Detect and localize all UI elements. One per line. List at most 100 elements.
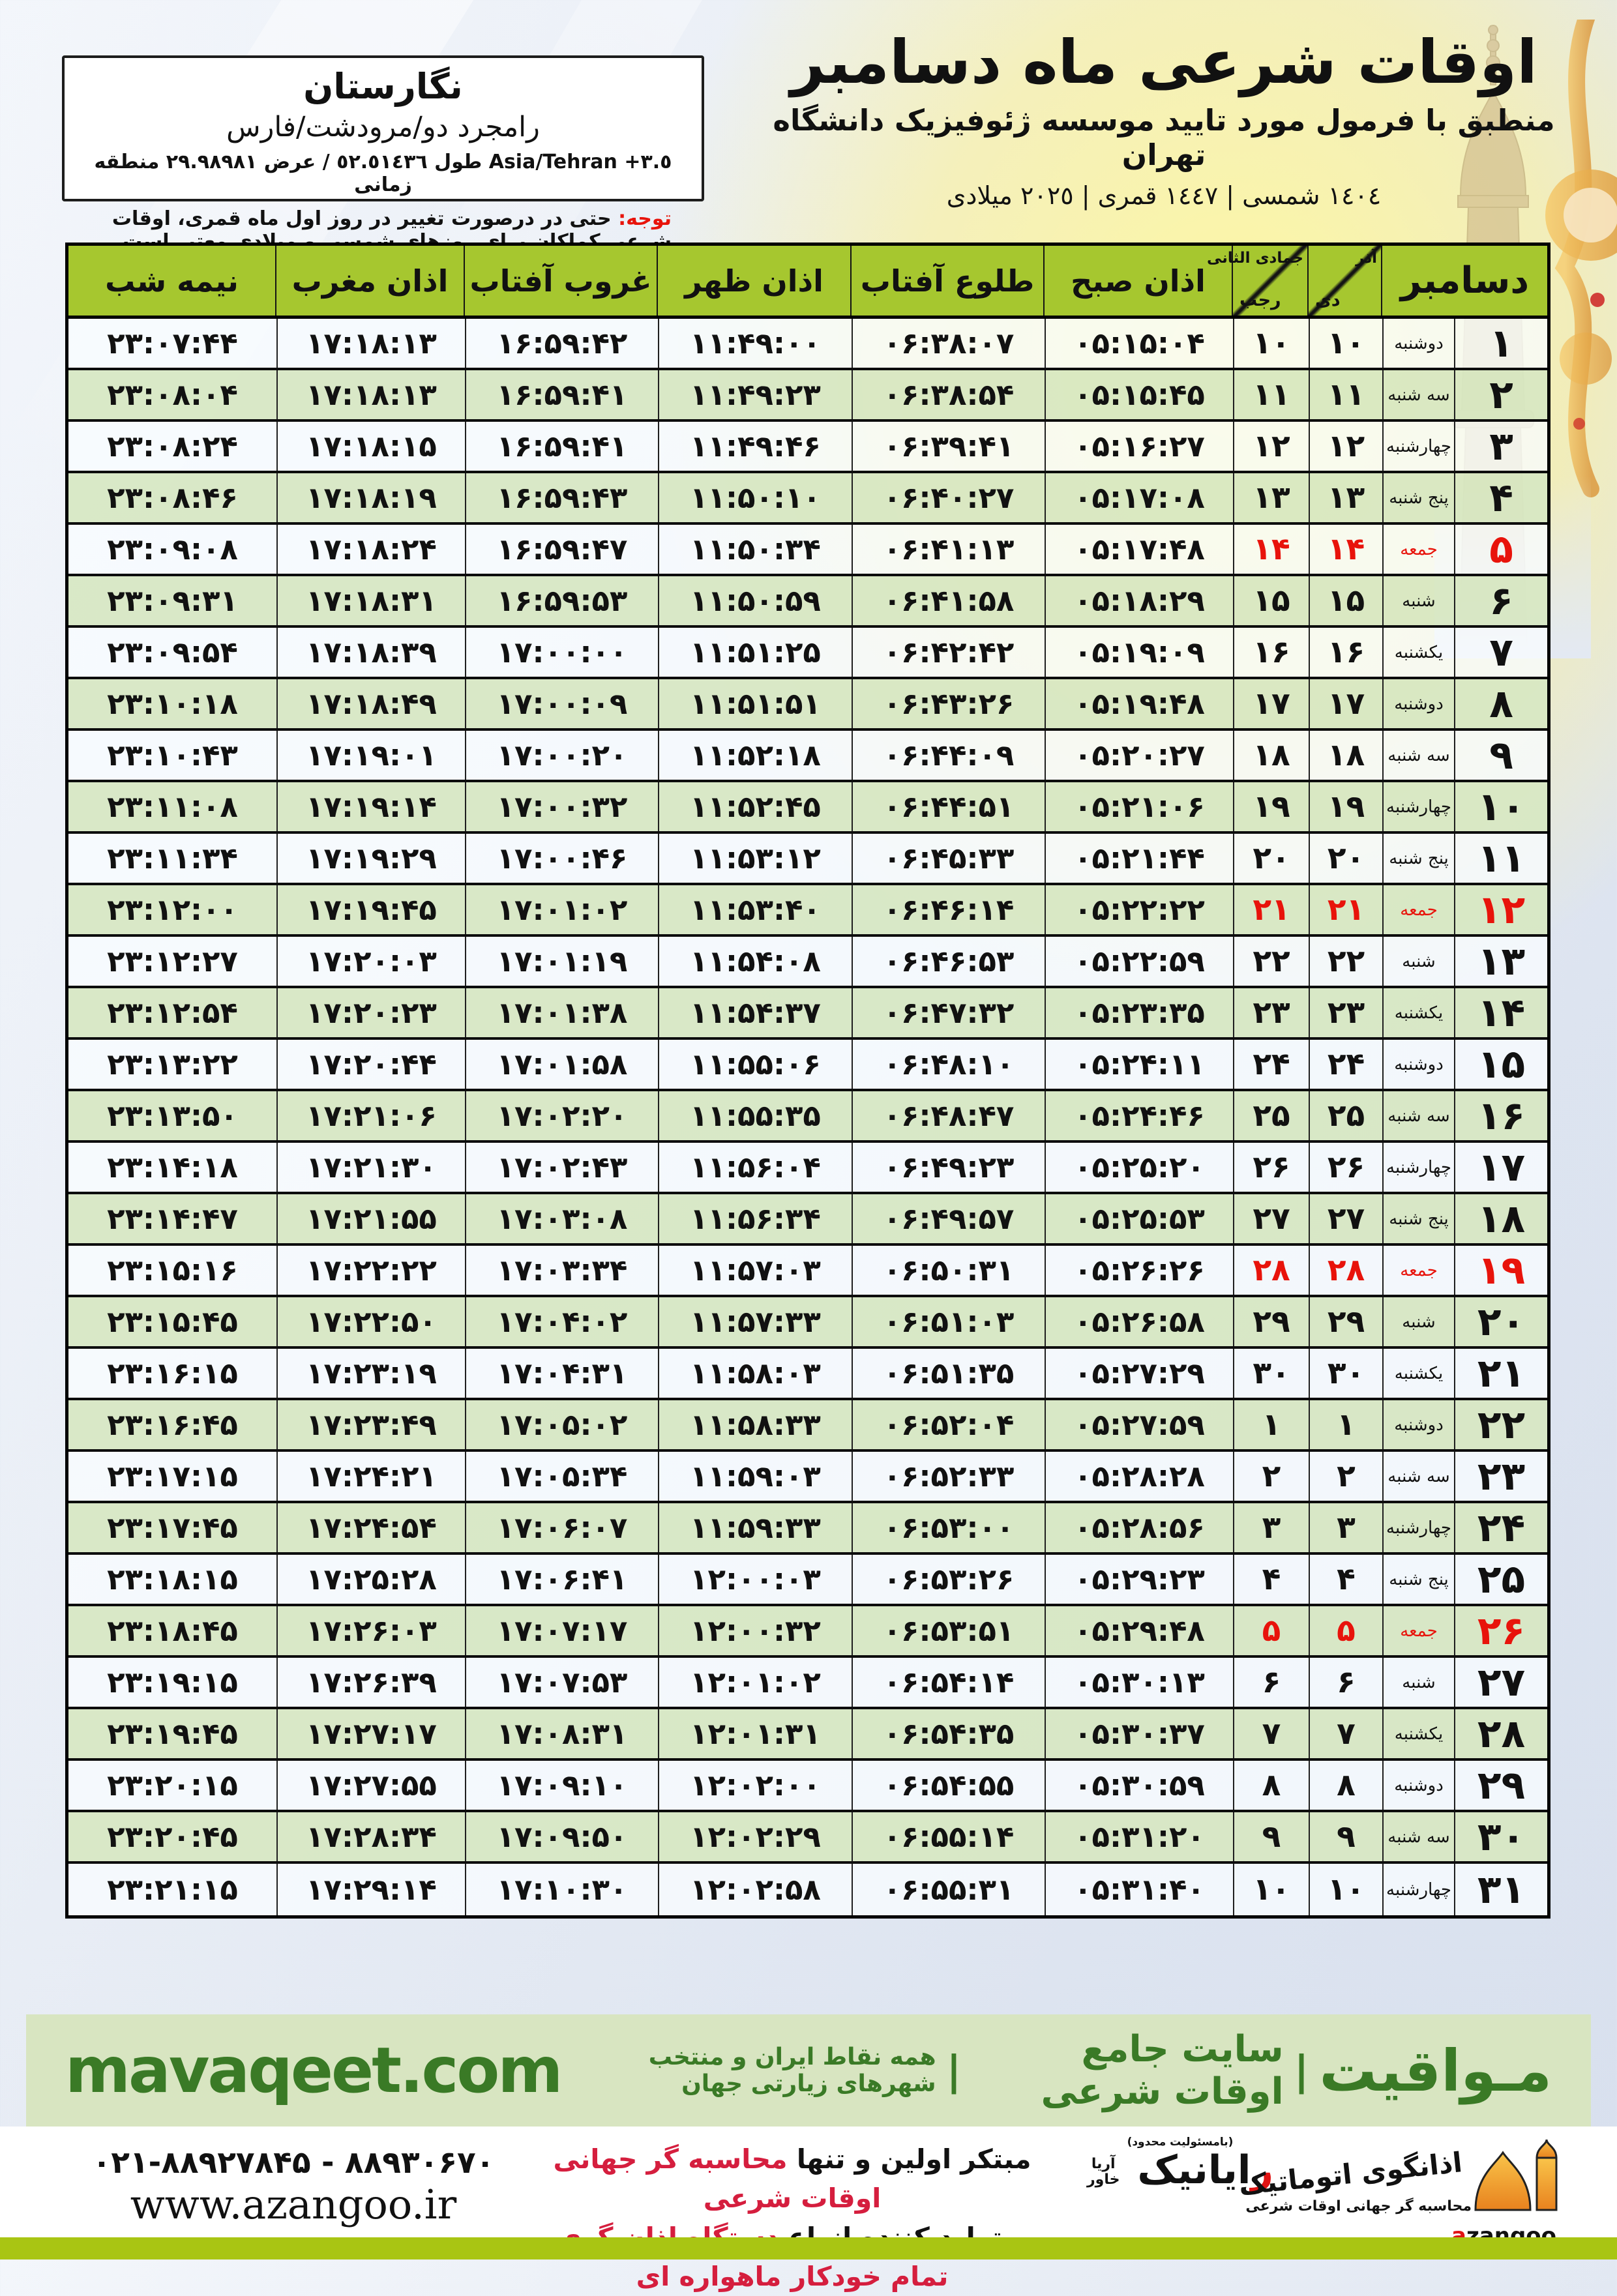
solar-day: ۱۱: [1309, 370, 1382, 419]
maghrib-time: ۱۷:۲۰:۲۳: [276, 988, 465, 1037]
dhuhr-time: ۱۱:۵۳:۱۲: [658, 834, 852, 883]
lunar-day: ۲۷: [1233, 1194, 1309, 1243]
maghrib-time: ۱۷:۲۳:۴۹: [276, 1400, 465, 1449]
sunrise-time: ۰۶:۴۳:۲۶: [852, 679, 1045, 728]
dhuhr-time: ۱۱:۵۵:۳۵: [658, 1091, 852, 1140]
fajr-time: ۰۵:۲۷:۲۹: [1045, 1349, 1233, 1398]
solar-day: ۱: [1309, 1400, 1382, 1449]
location-region: رامجرد دو/مرودشت/فارس: [226, 111, 540, 143]
solar-day: ۳۰: [1309, 1349, 1382, 1398]
midnight-time: ۲۳:۱۸:۴۵: [107, 1613, 238, 1648]
table-body: ۱ دوشنبه ۱۰ ۱۰ ۰۵:۱۵:۰۴ ۰۶:۳۸:۰۷ ۱۱:۴۹:۰…: [68, 319, 1547, 1915]
dhuhr-time: ۱۱:۵۲:۱۸: [658, 731, 852, 780]
header-dey: دی: [1315, 290, 1341, 310]
divider: |: [946, 2046, 962, 2095]
dhuhr-time: ۱۱:۵۹:۰۳: [658, 1452, 852, 1501]
solar-day: ۹: [1309, 1812, 1382, 1861]
fajr-time: ۰۵:۱۷:۰۸: [1045, 473, 1233, 522]
lunar-day: ۱۲: [1233, 422, 1309, 471]
midnight-time: ۲۳:۰۷:۴۴: [107, 326, 238, 361]
lunar-day: ۱۰: [1233, 1864, 1309, 1915]
gregorian-day: ۲۰: [1454, 1297, 1547, 1346]
midnight-time: ۲۳:۱۶:۴۵: [107, 1407, 238, 1442]
sunrise-time: ۰۶:۵۳:۲۶: [852, 1555, 1045, 1604]
lunar-day: ۹: [1233, 1812, 1309, 1861]
lunar-day: ۱: [1233, 1400, 1309, 1449]
lunar-day: ۲۴: [1233, 1040, 1309, 1089]
location-coordinates: Asia/Tehran +٣.٥ طول ٥٢.٥١٤٣٦ / عرض ٢٩.٩…: [65, 151, 702, 196]
midnight-time: ۲۳:۱۳:۵۰: [107, 1098, 238, 1133]
location-box: نگارستان رامجرد دو/مرودشت/فارس Asia/Tehr…: [62, 55, 704, 201]
dhuhr-time: ۱۲:۰۰:۰۳: [658, 1555, 852, 1604]
maghrib-time: ۱۷:۲۴:۵۴: [276, 1503, 465, 1552]
mosque-dome-icon: [1474, 2139, 1558, 2211]
gregorian-day: ۱۹: [1454, 1246, 1547, 1295]
header-midnight: نیمه شب: [105, 263, 239, 299]
solar-day: ۲۶: [1309, 1143, 1382, 1192]
table-row: ۲۳ سه شنبه ۲ ۲ ۰۵:۲۸:۲۸ ۰۶:۵۲:۳۳ ۱۱:۵۹:۰…: [68, 1452, 1547, 1503]
solar-day: ۱۷: [1309, 679, 1382, 728]
rayanik-side-bottom: خاور: [1087, 2171, 1120, 2188]
lunar-day: ۳: [1233, 1503, 1309, 1552]
midnight-time: ۲۳:۰۸:۴۶: [107, 480, 238, 515]
table-row: ۱ دوشنبه ۱۰ ۱۰ ۰۵:۱۵:۰۴ ۰۶:۳۸:۰۷ ۱۱:۴۹:۰…: [68, 319, 1547, 370]
table-row: ۱۶ سه شنبه ۲۵ ۲۵ ۰۵:۲۴:۴۶ ۰۶:۴۸:۴۷ ۱۱:۵۵…: [68, 1091, 1547, 1143]
midnight-time: ۲۳:۱۲:۰۰: [107, 892, 238, 927]
maghrib-time: ۱۷:۱۸:۴۹: [276, 679, 465, 728]
table-row: ۲۷ شنبه ۶ ۶ ۰۵:۳۰:۱۳ ۰۶:۵۴:۱۴ ۱۲:۰۱:۰۲ ۱…: [68, 1658, 1547, 1709]
fajr-time: ۰۵:۲۸:۲۸: [1045, 1452, 1233, 1501]
table-row: ۱۳ شنبه ۲۲ ۲۲ ۰۵:۲۲:۵۹ ۰۶:۴۶:۵۳ ۱۱:۵۴:۰۸…: [68, 937, 1547, 988]
weekday-name: چهارشنبه: [1382, 1503, 1454, 1552]
header-dhuhr: اذان ظهر: [657, 246, 850, 316]
fajr-time: ۰۵:۲۱:۴۴: [1045, 834, 1233, 883]
table-row: ۲۵ پنج شنبه ۴ ۴ ۰۵:۲۹:۲۳ ۰۶:۵۳:۲۶ ۱۲:۰۰:…: [68, 1555, 1547, 1606]
promo-line-1: مبتکر اولین و تنها محاسبه گر جهانی اوقات…: [531, 2140, 1053, 2218]
midnight-time: ۲۳:۱۱:۰۸: [107, 789, 238, 824]
weekday-name: پنج شنبه: [1382, 1555, 1454, 1604]
weekday-name: شنبه: [1382, 937, 1454, 986]
sunset-time: ۱۷:۰۰:۲۰: [465, 731, 658, 780]
gregorian-day: ۳: [1454, 422, 1547, 471]
midnight-time: ۲۳:۲۰:۴۵: [107, 1819, 238, 1854]
dhuhr-time: ۱۱:۵۱:۲۵: [658, 628, 852, 677]
header-maghrib: اذان مغرب: [275, 246, 464, 316]
sunset-time: ۱۷:۰۴:۰۲: [465, 1297, 658, 1346]
sunset-time: ۱۷:۰۰:۰۹: [465, 679, 658, 728]
gregorian-day: ۵: [1454, 525, 1547, 574]
gregorian-day: ۱۲: [1454, 885, 1547, 934]
table-row: ۳۱ چهارشنبه ۱۰ ۱۰ ۰۵:۳۱:۴۰ ۰۶:۵۵:۳۱ ۱۲:۰…: [68, 1864, 1547, 1915]
fajr-time: ۰۵:۳۰:۵۹: [1045, 1761, 1233, 1810]
lunar-day: ۲۰: [1233, 834, 1309, 883]
lunar-day: ۲۳: [1233, 988, 1309, 1037]
table-row: ۷ یکشنبه ۱۶ ۱۶ ۰۵:۱۹:۰۹ ۰۶:۴۲:۴۲ ۱۱:۵۱:۲…: [68, 628, 1547, 679]
solar-day: ۱۰: [1309, 1864, 1382, 1915]
lunar-day: ۲۹: [1233, 1297, 1309, 1346]
sunrise-time: ۰۶:۴۵:۳۳: [852, 834, 1045, 883]
solar-day: ۱۳: [1309, 473, 1382, 522]
gregorian-day: ۸: [1454, 679, 1547, 728]
dhuhr-time: ۱۲:۰۱:۰۲: [658, 1658, 852, 1707]
sunrise-time: ۰۶:۵۵:۱۴: [852, 1812, 1045, 1861]
dhuhr-time: ۱۱:۵۳:۴۰: [658, 885, 852, 934]
sunset-time: ۱۷:۰۶:۴۱: [465, 1555, 658, 1604]
dhuhr-time: ۱۱:۵۶:۰۴: [658, 1143, 852, 1192]
dhuhr-time: ۱۱:۴۹:۴۶: [658, 422, 852, 471]
gregorian-day: ۲۱: [1454, 1349, 1547, 1398]
azangoo-website-link[interactable]: www.azangoo.ir: [130, 2181, 457, 2228]
promo-line1-black: مبتکر اولین و تنها: [796, 2143, 1031, 2175]
sunrise-time: ۰۶:۴۶:۱۴: [852, 885, 1045, 934]
weekday-name: شنبه: [1382, 576, 1454, 625]
mavaqeet-domain-link[interactable]: mavaqeet.com: [65, 2034, 563, 2107]
midnight-time: ۲۳:۱۵:۴۵: [107, 1304, 238, 1339]
midnight-time: ۲۳:۱۴:۴۷: [107, 1201, 238, 1236]
gregorian-day: ۱۶: [1454, 1091, 1547, 1140]
dhuhr-time: ۱۱:۴۹:۲۳: [658, 370, 852, 419]
sunset-time: ۱۷:۰۶:۰۷: [465, 1503, 658, 1552]
solar-day: ۲۴: [1309, 1040, 1382, 1089]
sunrise-time: ۰۶:۴۹:۲۳: [852, 1143, 1045, 1192]
fajr-time: ۰۵:۲۴:۱۱: [1045, 1040, 1233, 1089]
solar-day: ۲۹: [1309, 1297, 1382, 1346]
table-row: ۸ دوشنبه ۱۷ ۱۷ ۰۵:۱۹:۴۸ ۰۶:۴۳:۲۶ ۱۱:۵۱:۵…: [68, 679, 1547, 731]
solar-day: ۱۰: [1309, 319, 1382, 368]
maghrib-time: ۱۷:۲۱:۵۵: [276, 1194, 465, 1243]
